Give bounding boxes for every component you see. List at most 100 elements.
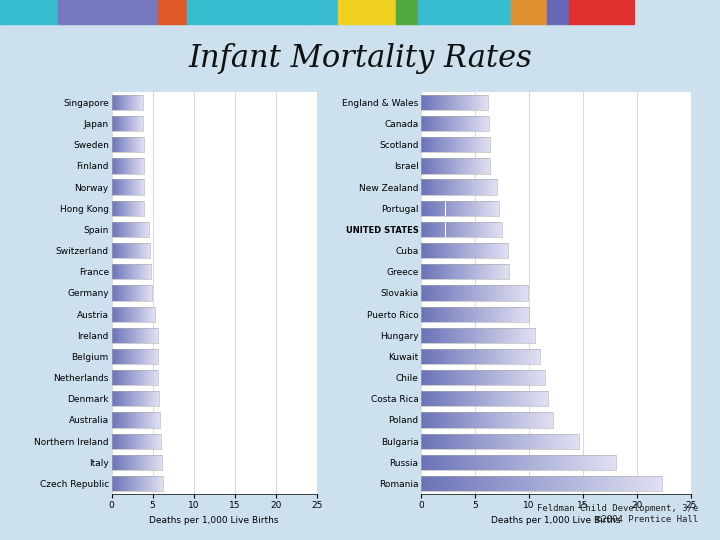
Bar — [455, 328, 456, 343]
Bar — [446, 455, 448, 470]
Bar — [506, 307, 508, 322]
Bar — [617, 476, 620, 491]
Bar — [462, 179, 463, 195]
Bar — [500, 222, 501, 237]
Bar — [504, 243, 505, 258]
Bar — [429, 434, 431, 449]
Bar — [452, 137, 453, 152]
Bar — [475, 413, 477, 428]
Bar — [513, 307, 514, 322]
Bar — [492, 391, 494, 407]
Bar — [505, 476, 508, 491]
Bar — [449, 413, 451, 428]
Bar — [463, 285, 464, 301]
Bar — [469, 137, 470, 152]
Bar — [435, 94, 436, 110]
Bar — [501, 349, 503, 364]
Bar — [511, 455, 513, 470]
Bar — [478, 158, 479, 173]
Bar — [431, 285, 432, 301]
Bar — [434, 222, 436, 237]
Bar — [448, 285, 449, 301]
Bar — [464, 349, 466, 364]
Bar — [471, 370, 472, 385]
Bar — [187, 0, 310, 24]
Bar — [494, 455, 497, 470]
Bar — [527, 285, 528, 301]
Bar — [526, 307, 528, 322]
Bar — [458, 116, 459, 131]
Bar — [475, 391, 477, 407]
Bar — [449, 391, 451, 407]
Bar — [500, 413, 502, 428]
Bar — [444, 201, 446, 216]
Bar — [445, 434, 447, 449]
Bar — [472, 307, 474, 322]
Bar — [449, 243, 451, 258]
Bar — [606, 455, 608, 470]
Bar — [537, 349, 539, 364]
Bar — [445, 285, 446, 301]
Bar — [422, 243, 423, 258]
Bar — [438, 455, 441, 470]
Bar — [486, 391, 487, 407]
Bar — [523, 285, 524, 301]
Bar — [459, 349, 460, 364]
Bar — [463, 222, 464, 237]
Bar — [485, 264, 486, 279]
Bar — [549, 434, 552, 449]
Bar — [422, 94, 423, 110]
Bar — [490, 307, 491, 322]
Bar — [521, 370, 522, 385]
Bar — [623, 476, 626, 491]
Bar — [473, 179, 474, 195]
Bar — [476, 94, 477, 110]
Bar — [542, 370, 544, 385]
Bar — [461, 137, 462, 152]
Bar — [482, 137, 483, 152]
Bar — [462, 455, 465, 470]
Bar — [479, 116, 480, 131]
Bar — [431, 158, 433, 173]
Bar — [535, 413, 536, 428]
Bar — [482, 179, 484, 195]
Bar — [454, 222, 456, 237]
Bar — [462, 370, 463, 385]
Bar — [491, 307, 492, 322]
Bar — [445, 116, 446, 131]
Bar — [614, 476, 617, 491]
Bar — [457, 370, 459, 385]
Bar — [477, 94, 478, 110]
Bar — [611, 476, 614, 491]
Bar — [452, 285, 454, 301]
Bar — [470, 264, 472, 279]
Bar — [458, 455, 460, 470]
Bar — [499, 370, 500, 385]
Bar — [530, 349, 531, 364]
Bar — [473, 222, 474, 237]
Bar — [497, 455, 499, 470]
Bar — [483, 158, 485, 173]
Bar — [468, 137, 469, 152]
Bar — [467, 179, 469, 195]
Bar — [490, 179, 491, 195]
Bar — [473, 243, 474, 258]
Bar — [500, 391, 502, 407]
Bar — [480, 94, 481, 110]
Bar — [421, 243, 508, 258]
Bar — [523, 434, 526, 449]
Bar — [462, 158, 463, 173]
Bar — [508, 434, 510, 449]
Bar — [491, 179, 492, 195]
Bar — [477, 201, 479, 216]
Bar — [490, 201, 491, 216]
X-axis label: Deaths per 1,000 Live Births: Deaths per 1,000 Live Births — [492, 516, 621, 524]
Bar — [650, 476, 653, 491]
Bar — [423, 264, 425, 279]
Bar — [471, 222, 472, 237]
Bar — [490, 285, 491, 301]
Bar — [458, 328, 459, 343]
Bar — [523, 328, 525, 343]
Bar — [444, 243, 445, 258]
Bar — [485, 476, 487, 491]
